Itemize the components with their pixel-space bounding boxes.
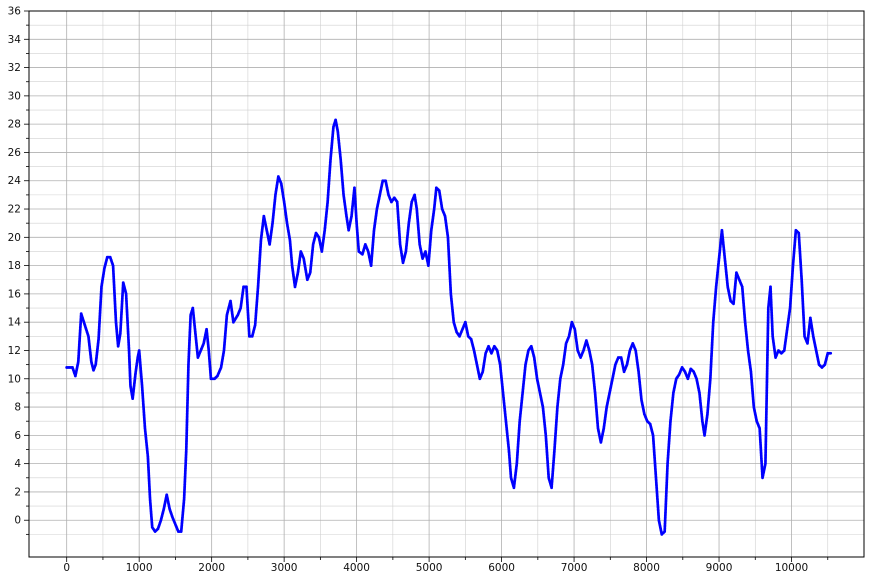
- y-tick-label: 30: [8, 90, 21, 102]
- y-tick-label: 0: [14, 515, 21, 527]
- y-tick-label: 18: [8, 260, 21, 272]
- x-tick-label: 1000: [126, 562, 153, 574]
- data-point: [829, 351, 833, 355]
- y-tick-label: 20: [8, 232, 21, 244]
- x-tick-label: 6000: [488, 562, 515, 574]
- y-tick-label: 10: [8, 373, 21, 385]
- y-tick-label: 8: [14, 402, 21, 414]
- x-tick-label: 8000: [633, 562, 660, 574]
- x-axis-tick-labels: 0 1000 2000 3000 4000 5000 6000 7000 8000 9000 100…: [63, 562, 808, 574]
- x-tick-label: 5000: [416, 562, 443, 574]
- y-tick-label: 4: [14, 458, 21, 470]
- y-tick-label: 24: [8, 175, 22, 187]
- y-tick-label: 32: [8, 62, 21, 74]
- plot-frame: [28, 10, 865, 558]
- y-tick-label: 26: [8, 147, 22, 159]
- x-tick-label: 3000: [271, 562, 298, 574]
- y-tick-label: 16: [8, 288, 22, 300]
- x-tick-label: 10000: [775, 562, 808, 574]
- x-tick-label: 4000: [343, 562, 370, 574]
- x-tick-label: 7000: [561, 562, 588, 574]
- y-tick-label: 12: [8, 345, 21, 357]
- x-tick-label: 9000: [706, 562, 733, 574]
- y-tick-label: 36: [8, 6, 22, 18]
- y-tick-label: 6: [14, 430, 21, 442]
- ticks: [24, 10, 829, 562]
- y-tick-label: 2: [14, 486, 21, 498]
- y-tick-label: 34: [8, 34, 22, 46]
- x-tick-label: 0: [63, 562, 70, 574]
- y-tick-label: 14: [8, 317, 22, 329]
- x-tick-label: 2000: [198, 562, 225, 574]
- grid: [29, 10, 864, 557]
- data-points: [65, 118, 833, 536]
- y-tick-label: 22: [8, 204, 21, 216]
- y-tick-label: 28: [8, 119, 21, 131]
